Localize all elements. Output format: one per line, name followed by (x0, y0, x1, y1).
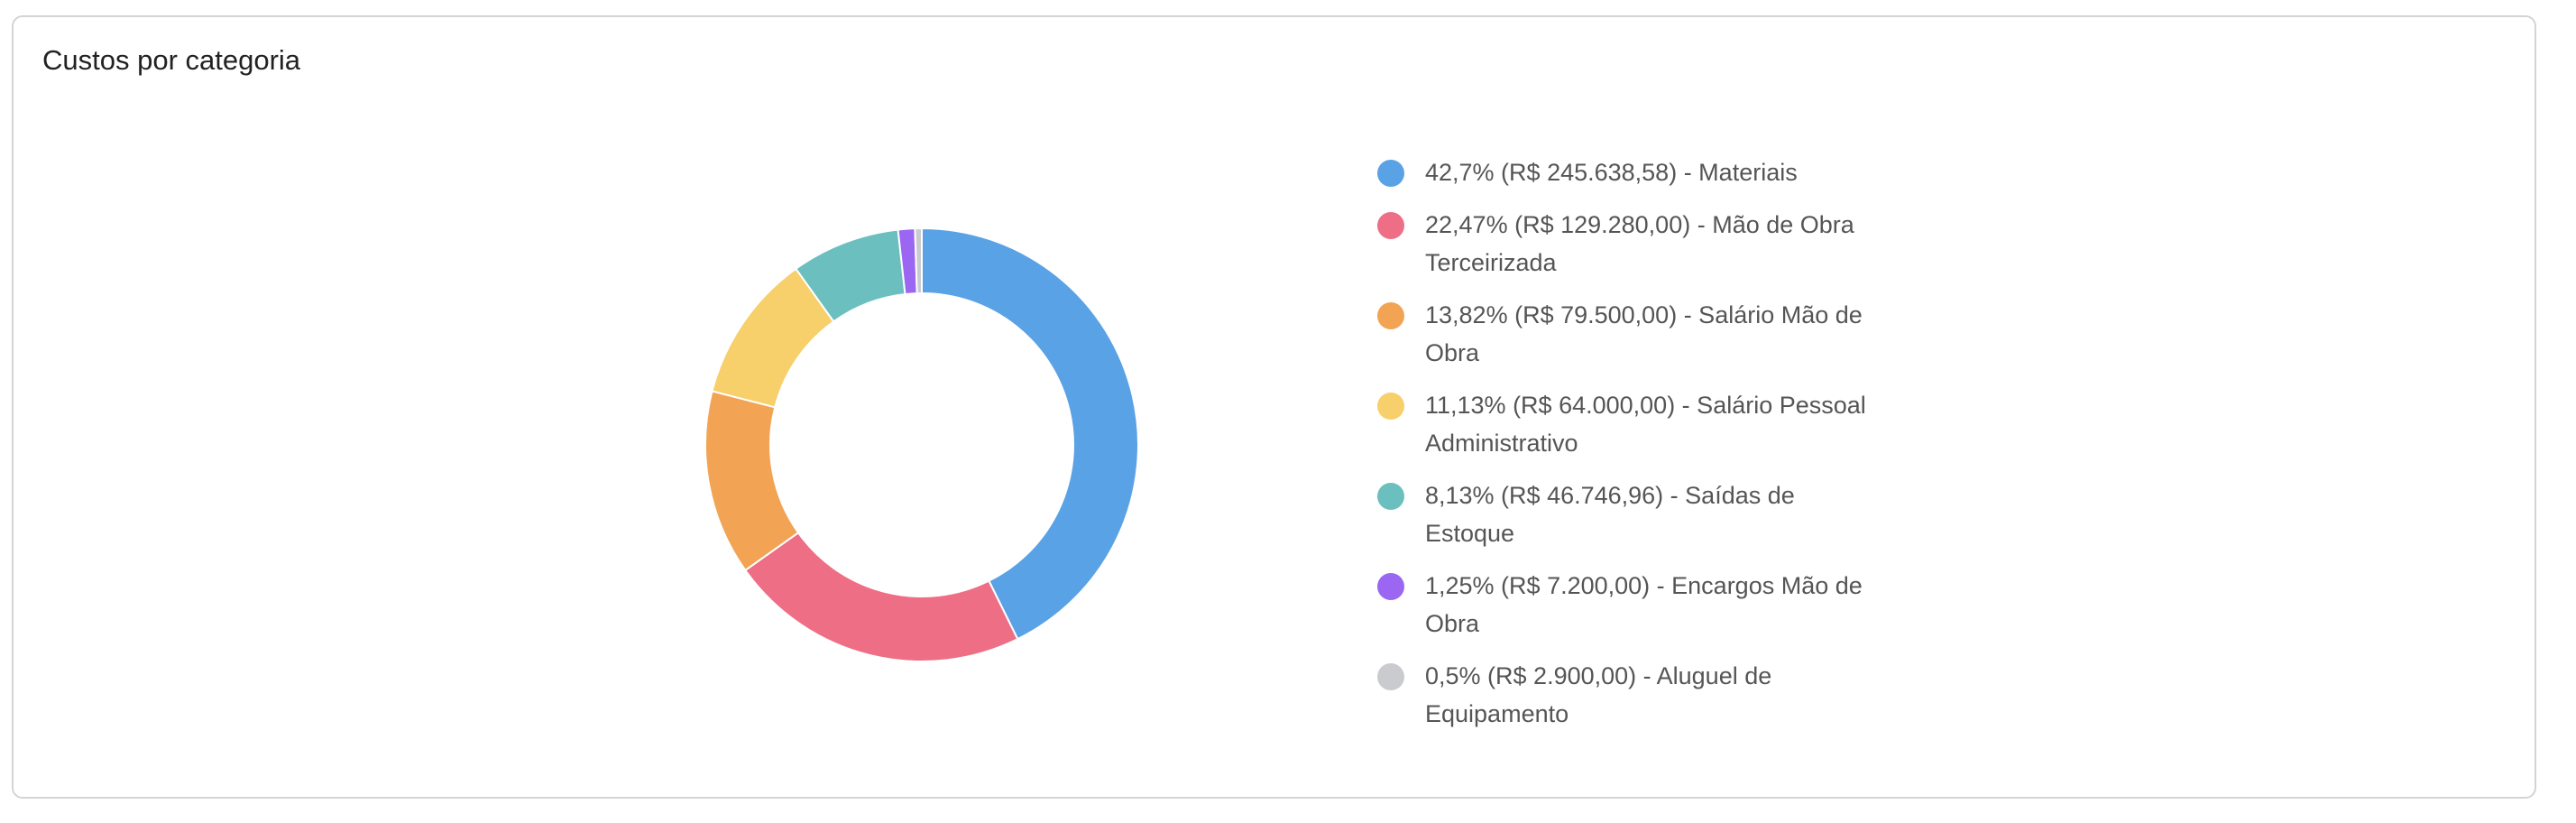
card-title: Custos por categoria (42, 44, 301, 76)
legend-color-dot (1377, 212, 1404, 239)
legend-label: 42,7% (R$ 245.638,58) - Materiais (1425, 159, 1798, 186)
legend-item-4[interactable]: 11,13% (R$ 64.000,00) - Salário Pessoal … (1375, 386, 1881, 462)
legend-item-6[interactable]: 1,25% (R$ 7.200,00) - Encargos Mão de Ob… (1375, 567, 1881, 643)
legend-label: 22,47% (R$ 129.280,00) - Mão de Obra Ter… (1425, 211, 1854, 276)
legend-color-dot (1377, 483, 1404, 510)
legend-color-dot (1377, 160, 1404, 187)
legend-item-1[interactable]: 42,7% (R$ 245.638,58) - Materiais (1375, 153, 1881, 191)
legend-item-5[interactable]: 8,13% (R$ 46.746,96) - Saídas de Estoque (1375, 476, 1881, 552)
legend-label: 13,82% (R$ 79.500,00) - Salário Mão de O… (1425, 301, 1863, 366)
legend-label: 1,25% (R$ 7.200,00) - Encargos Mão de Ob… (1425, 572, 1863, 637)
legend-item-3[interactable]: 13,82% (R$ 79.500,00) - Salário Mão de O… (1375, 296, 1881, 372)
legend-label: 11,13% (R$ 64.000,00) - Salário Pessoal … (1425, 392, 1866, 457)
legend-color-dot (1377, 393, 1404, 420)
legend-color-dot (1377, 302, 1404, 329)
legend-item-2[interactable]: 22,47% (R$ 129.280,00) - Mão de Obra Ter… (1375, 206, 1881, 282)
legend-item-7[interactable]: 0,5% (R$ 2.900,00) - Aluguel de Equipame… (1375, 657, 1881, 733)
legend-color-dot (1377, 663, 1404, 690)
legend-color-dot (1377, 573, 1404, 600)
legend-label: 8,13% (R$ 46.746,96) - Saídas de Estoque (1425, 482, 1795, 547)
chart-legend: 42,7% (R$ 245.638,58) - Materiais 22,47% … (1375, 153, 1881, 747)
costs-by-category-card: Custos por categoria (12, 15, 2536, 799)
legend-label: 0,5% (R$ 2.900,00) - Aluguel de Equipame… (1425, 662, 1772, 727)
